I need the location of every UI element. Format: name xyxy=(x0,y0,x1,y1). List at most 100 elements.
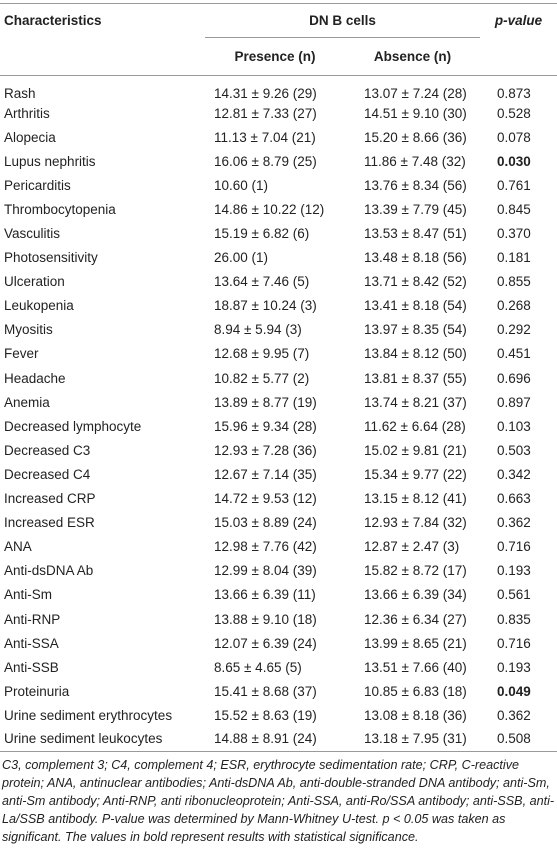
absence-cell: 11.62 ± 6.64 (28) xyxy=(364,418,466,434)
table-row: Fever 12.68 ± 9.95 (7) 13.84 ± 8.12 (50) 0.… xyxy=(0,342,557,366)
p-value-cell: 0.078 xyxy=(497,129,531,145)
presence-cell: 12.67 ± 7.14 (35) xyxy=(214,466,317,482)
characteristic-cell: Anti-SSB xyxy=(4,659,59,675)
absence-cell: 13.51 ± 7.66 (40) xyxy=(364,659,467,675)
footnote: C3, complement 3; C4, complement 4; ESR,… xyxy=(2,758,555,845)
presence-cell: 15.96 ± 9.34 (28) xyxy=(214,418,317,434)
absence-cell: 13.71 ± 8.42 (52) xyxy=(364,274,467,290)
table-row: Increased CRP 14.72 ± 9.53 (12) 13.15 ± 8.… xyxy=(0,487,557,511)
presence-cell: 11.13 ± 7.04 (21) xyxy=(214,129,316,145)
table-row: Urine sediment erythrocytes 15.52 ± 8.63 … xyxy=(0,703,557,727)
presence-cell: 12.81 ± 7.33 (27) xyxy=(214,105,317,121)
absence-cell: 15.02 ± 9.81 (21) xyxy=(364,442,467,458)
p-value-cell: 0.268 xyxy=(497,298,531,314)
table-row: Urine sediment leukocytes 14.88 ± 8.91 (2… xyxy=(0,727,557,753)
table-row: Proteinuria 15.41 ± 8.68 (37) 10.85 ± 6.83… xyxy=(0,679,557,703)
p-value-cell: 0.049 xyxy=(497,683,531,699)
absence-cell: 13.84 ± 8.12 (50) xyxy=(364,346,467,362)
absence-cell: 12.36 ± 6.34 (27) xyxy=(364,611,467,627)
table-row: Pericarditis 10.60 (1) 13.76 ± 8.34 (56) 0.… xyxy=(0,173,557,197)
absence-cell: 13.18 ± 7.95 (31) xyxy=(345,727,480,753)
p-value-cell: 0.342 xyxy=(497,466,531,482)
characteristic-cell: Anti-dsDNA Ab xyxy=(4,563,94,579)
p-value-cell: 0.362 xyxy=(497,515,531,531)
presence-cell: 8.65 ± 4.65 (5) xyxy=(214,659,302,675)
presence-cell: 15.52 ± 8.63 (19) xyxy=(214,707,317,723)
absence-cell: 10.85 ± 6.83 (18) xyxy=(364,683,467,699)
absence-cell: 13.74 ± 8.21 (37) xyxy=(364,394,467,410)
characteristic-cell: Anti-SSA xyxy=(4,635,59,651)
characteristic-cell: Thrombocytopenia xyxy=(4,201,116,217)
p-value-cell: 0.503 xyxy=(497,442,531,458)
characteristic-cell: Arthritis xyxy=(4,105,50,121)
table-row: Decreased lymphocyte 15.96 ± 9.34 (28) 11.… xyxy=(0,414,557,438)
presence-cell: 12.68 ± 9.95 (7) xyxy=(214,346,310,362)
table-row: Leukopenia 18.87 ± 10.24 (3) 13.41 ± 8.18 … xyxy=(0,294,557,318)
presence-cell: 12.98 ± 7.76 (42) xyxy=(214,539,317,555)
p-value-cell: 0.362 xyxy=(497,707,531,723)
table-row: Lupus nephritis 16.06 ± 8.79 (25) 11.86 ± … xyxy=(0,149,557,173)
p-value-cell: 0.835 xyxy=(497,611,531,627)
header-cell: DN B cells xyxy=(205,3,480,38)
p-value-cell: 0.193 xyxy=(497,563,531,579)
absence-cell: 13.81 ± 8.37 (55) xyxy=(364,370,467,386)
absence-cell: 14.51 ± 9.10 (30) xyxy=(364,105,467,121)
p-value-cell: 0.761 xyxy=(497,177,531,193)
p-value-cell: 0.696 xyxy=(497,370,531,386)
presence-cell: 14.72 ± 9.53 (12) xyxy=(214,491,317,507)
table-row: Decreased C4 12.67 ± 7.14 (35) 15.34 ± 9.7… xyxy=(0,462,557,486)
absence-cell: 12.93 ± 7.84 (32) xyxy=(364,515,467,531)
characteristic-cell: Urine sediment leukocytes xyxy=(0,727,205,753)
p-value-cell: 0.663 xyxy=(497,491,531,507)
characteristic-cell: Pericarditis xyxy=(4,177,71,193)
absence-cell: 13.39 ± 7.79 (45) xyxy=(364,201,467,217)
characteristic-cell: Increased ESR xyxy=(4,515,95,531)
header-row: Presence (n) Absence (n) xyxy=(0,38,557,76)
table-row: Rash 14.31 ± 9.26 (29) 13.07 ± 7.24 (28) 0.… xyxy=(0,76,557,101)
characteristic-cell: Proteinuria xyxy=(4,683,70,699)
presence-cell: 15.19 ± 6.82 (6) xyxy=(214,226,310,242)
table-row: Ulceration 13.64 ± 7.46 (5) 13.71 ± 8.42 (… xyxy=(0,270,557,294)
presence-cell: 15.41 ± 8.68 (37) xyxy=(214,683,317,699)
characteristic-cell: Decreased C4 xyxy=(4,466,91,482)
absence-cell: 13.48 ± 8.18 (56) xyxy=(364,250,467,266)
p-value-cell: 0.370 xyxy=(497,226,531,242)
data-table: Characteristics DN B cells p-value Prese… xyxy=(0,3,557,753)
p-value-cell: 0.897 xyxy=(497,394,531,410)
characteristic-cell: Alopecia xyxy=(4,129,56,145)
absence-cell: 15.20 ± 8.66 (36) xyxy=(364,129,467,145)
table-row: ANA 12.98 ± 7.76 (42) 12.87 ± 2.47 (3) 0.71… xyxy=(0,535,557,559)
table-row: Myositis 8.94 ± 5.94 (3) 13.97 ± 8.35 (54)… xyxy=(0,318,557,342)
absence-cell: 15.82 ± 8.72 (17) xyxy=(364,563,467,579)
presence-cell: 16.06 ± 8.79 (25) xyxy=(214,153,317,169)
p-value-cell: 0.855 xyxy=(497,274,531,290)
table-body: Rash 14.31 ± 9.26 (29) 13.07 ± 7.24 (28) 0.… xyxy=(0,76,557,753)
presence-cell: 10.82 ± 5.77 (2) xyxy=(214,370,310,386)
absence-cell: 13.97 ± 8.35 (54) xyxy=(364,322,467,338)
characteristic-cell: Photosensitivity xyxy=(4,250,98,266)
presence-cell: 14.31 ± 9.26 (29) xyxy=(214,86,317,101)
header-cell: Absence (n) xyxy=(373,49,452,64)
absence-cell: 13.99 ± 8.65 (21) xyxy=(364,635,467,651)
p-value-cell: 0.508 xyxy=(480,727,557,753)
table-row: Anemia 13.89 ± 8.77 (19) 13.74 ± 8.21 (37)… xyxy=(0,390,557,414)
p-value-cell: 0.561 xyxy=(497,587,531,603)
p-value-cell: 0.716 xyxy=(497,539,531,555)
table-row: Arthritis 12.81 ± 7.33 (27) 14.51 ± 9.10 (… xyxy=(0,101,557,125)
table-row: Decreased C3 12.93 ± 7.28 (36) 15.02 ± 9.8… xyxy=(0,438,557,462)
p-value-cell: 0.873 xyxy=(497,86,531,101)
p-value-cell: 0.451 xyxy=(497,346,531,362)
table-row: Vasculitis 15.19 ± 6.82 (6) 13.53 ± 8.47 (… xyxy=(0,221,557,245)
p-value-cell: 0.528 xyxy=(497,105,531,121)
presence-cell: 10.60 (1) xyxy=(214,177,269,193)
header-cell: p-value xyxy=(494,13,543,28)
absence-cell: 13.66 ± 6.39 (34) xyxy=(364,587,467,603)
presence-cell: 13.89 ± 8.77 (19) xyxy=(214,394,317,410)
presence-cell: 18.87 ± 10.24 (3) xyxy=(214,298,317,314)
characteristic-cell: Anti-Sm xyxy=(4,587,53,603)
presence-cell: 13.88 ± 9.10 (18) xyxy=(214,611,317,627)
characteristic-cell: Myositis xyxy=(4,322,53,338)
absence-cell: 11.86 ± 7.48 (32) xyxy=(364,153,466,169)
presence-cell: 15.03 ± 8.89 (24) xyxy=(214,515,317,531)
table-row: Anti-SSA 12.07 ± 6.39 (24) 13.99 ± 8.65 (2… xyxy=(0,631,557,655)
